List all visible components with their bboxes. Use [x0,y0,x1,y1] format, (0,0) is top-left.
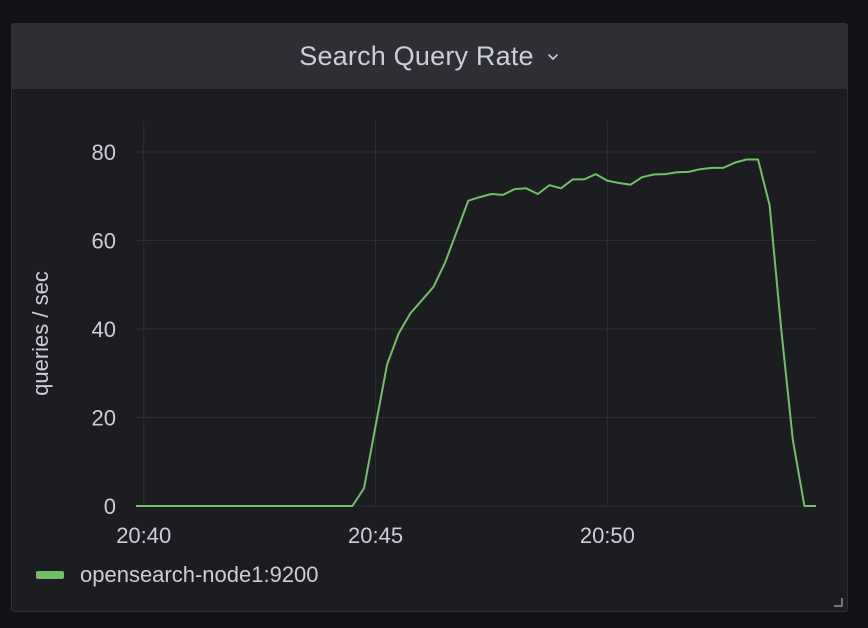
y-tick-label: 20 [92,405,116,430]
panel-header[interactable]: Search Query Rate [12,24,847,89]
chevron-down-icon[interactable] [546,50,560,64]
y-tick-label: 60 [92,228,116,253]
resize-handle-icon[interactable] [833,597,843,607]
line-chart: 0 20 40 60 80 20:40 20:45 20:50 queries / sec [28,121,816,548]
x-tick-label: 20:50 [580,523,635,548]
x-tick-label: 20:45 [348,523,403,548]
legend-swatch [36,571,64,579]
legend-label[interactable]: opensearch-node1:9200 [80,562,319,587]
y-tick-label: 80 [92,140,116,165]
series-line [136,158,816,507]
y-tick-label: 0 [104,494,116,519]
y-tick-label: 40 [92,317,116,342]
legend-item[interactable]: opensearch-node1:9200 [36,562,319,588]
panel-title[interactable]: Search Query Rate [299,41,534,71]
chart-panel: Search Query Rate 0 20 40 60 80 20:40 20:45 20:… [11,23,848,612]
y-axis-label: queries / sec [28,271,53,396]
x-tick-label: 20:40 [116,523,171,548]
